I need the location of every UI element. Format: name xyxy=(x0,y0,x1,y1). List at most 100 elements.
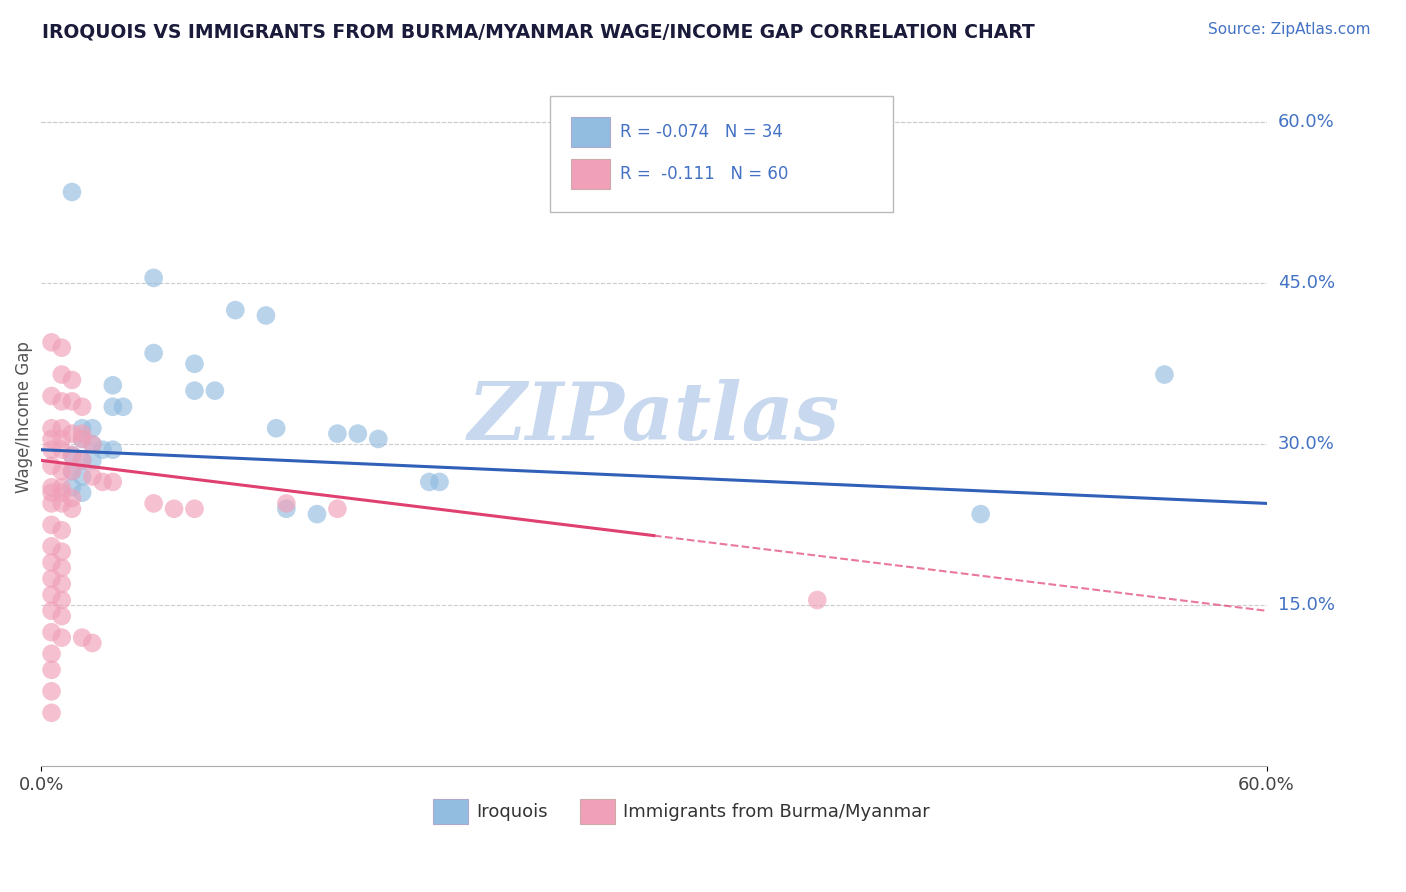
Point xyxy=(51,368,73,382)
Point xyxy=(41,485,63,500)
Point xyxy=(41,684,63,698)
Text: R =  -0.111   N = 60: R = -0.111 N = 60 xyxy=(620,165,787,183)
Point xyxy=(60,464,83,478)
FancyBboxPatch shape xyxy=(571,160,610,188)
Y-axis label: Wage/Income Gap: Wage/Income Gap xyxy=(15,342,32,493)
Point xyxy=(51,496,73,510)
Point xyxy=(41,572,63,586)
Point xyxy=(254,309,277,323)
Point xyxy=(305,507,328,521)
Point xyxy=(101,378,124,392)
Point xyxy=(41,421,63,435)
Point xyxy=(367,432,389,446)
Point xyxy=(51,421,73,435)
Text: ZIPatlas: ZIPatlas xyxy=(468,379,839,456)
Point xyxy=(51,394,73,409)
Point xyxy=(969,507,991,521)
Point xyxy=(60,448,83,462)
Point xyxy=(276,501,298,516)
Point xyxy=(60,480,83,494)
Point xyxy=(51,631,73,645)
Point xyxy=(82,437,104,451)
Point xyxy=(264,421,287,435)
Point xyxy=(101,475,124,489)
Point xyxy=(142,346,165,360)
Point xyxy=(70,421,93,435)
Point xyxy=(41,663,63,677)
Point xyxy=(51,577,73,591)
Point xyxy=(41,458,63,473)
Point xyxy=(82,437,104,451)
Point xyxy=(41,604,63,618)
FancyBboxPatch shape xyxy=(571,118,610,146)
Point xyxy=(60,464,83,478)
Point xyxy=(183,357,205,371)
Text: 30.0%: 30.0% xyxy=(1278,435,1334,453)
Point xyxy=(70,453,93,467)
Point xyxy=(418,475,440,489)
Point xyxy=(70,426,93,441)
Text: IROQUOIS VS IMMIGRANTS FROM BURMA/MYANMAR WAGE/INCOME GAP CORRELATION CHART: IROQUOIS VS IMMIGRANTS FROM BURMA/MYANMA… xyxy=(42,22,1035,41)
Point xyxy=(70,432,93,446)
Point xyxy=(60,394,83,409)
Point xyxy=(60,491,83,505)
Text: 15.0%: 15.0% xyxy=(1278,597,1334,615)
Point xyxy=(142,271,165,285)
Point xyxy=(60,185,83,199)
Point xyxy=(60,426,83,441)
FancyBboxPatch shape xyxy=(433,799,468,824)
Point xyxy=(82,421,104,435)
Point xyxy=(70,485,93,500)
Point xyxy=(41,588,63,602)
Point xyxy=(91,442,114,457)
Point xyxy=(41,706,63,720)
Point xyxy=(41,647,63,661)
Point xyxy=(70,469,93,483)
Point xyxy=(91,475,114,489)
Point xyxy=(41,556,63,570)
Point xyxy=(51,341,73,355)
Point xyxy=(429,475,451,489)
FancyBboxPatch shape xyxy=(550,96,893,211)
Point xyxy=(70,432,93,446)
Point xyxy=(60,501,83,516)
Point xyxy=(51,593,73,607)
Point xyxy=(70,400,93,414)
Point xyxy=(51,561,73,575)
Point xyxy=(51,480,73,494)
Text: Iroquois: Iroquois xyxy=(477,803,548,821)
FancyBboxPatch shape xyxy=(581,799,614,824)
Point xyxy=(204,384,226,398)
Text: 45.0%: 45.0% xyxy=(1278,274,1334,293)
Point xyxy=(51,485,73,500)
Text: 60.0%: 60.0% xyxy=(1278,113,1334,131)
Point xyxy=(111,400,134,414)
Point xyxy=(183,501,205,516)
Point xyxy=(326,501,349,516)
Point xyxy=(70,453,93,467)
Point xyxy=(82,636,104,650)
Point xyxy=(60,373,83,387)
Point xyxy=(347,426,370,441)
Point xyxy=(101,400,124,414)
Point xyxy=(41,335,63,350)
Point xyxy=(60,448,83,462)
Point xyxy=(326,426,349,441)
Text: R = -0.074   N = 34: R = -0.074 N = 34 xyxy=(620,123,783,141)
Point xyxy=(41,480,63,494)
Point xyxy=(41,389,63,403)
Text: Source: ZipAtlas.com: Source: ZipAtlas.com xyxy=(1208,22,1371,37)
Point xyxy=(51,432,73,446)
Point xyxy=(51,523,73,537)
Point xyxy=(51,442,73,457)
Point xyxy=(82,453,104,467)
Point xyxy=(276,496,298,510)
Point xyxy=(41,432,63,446)
Point xyxy=(51,464,73,478)
Point xyxy=(41,442,63,457)
Point xyxy=(142,496,165,510)
Point xyxy=(101,442,124,457)
Point xyxy=(51,545,73,559)
Point xyxy=(41,517,63,532)
Point xyxy=(41,625,63,640)
